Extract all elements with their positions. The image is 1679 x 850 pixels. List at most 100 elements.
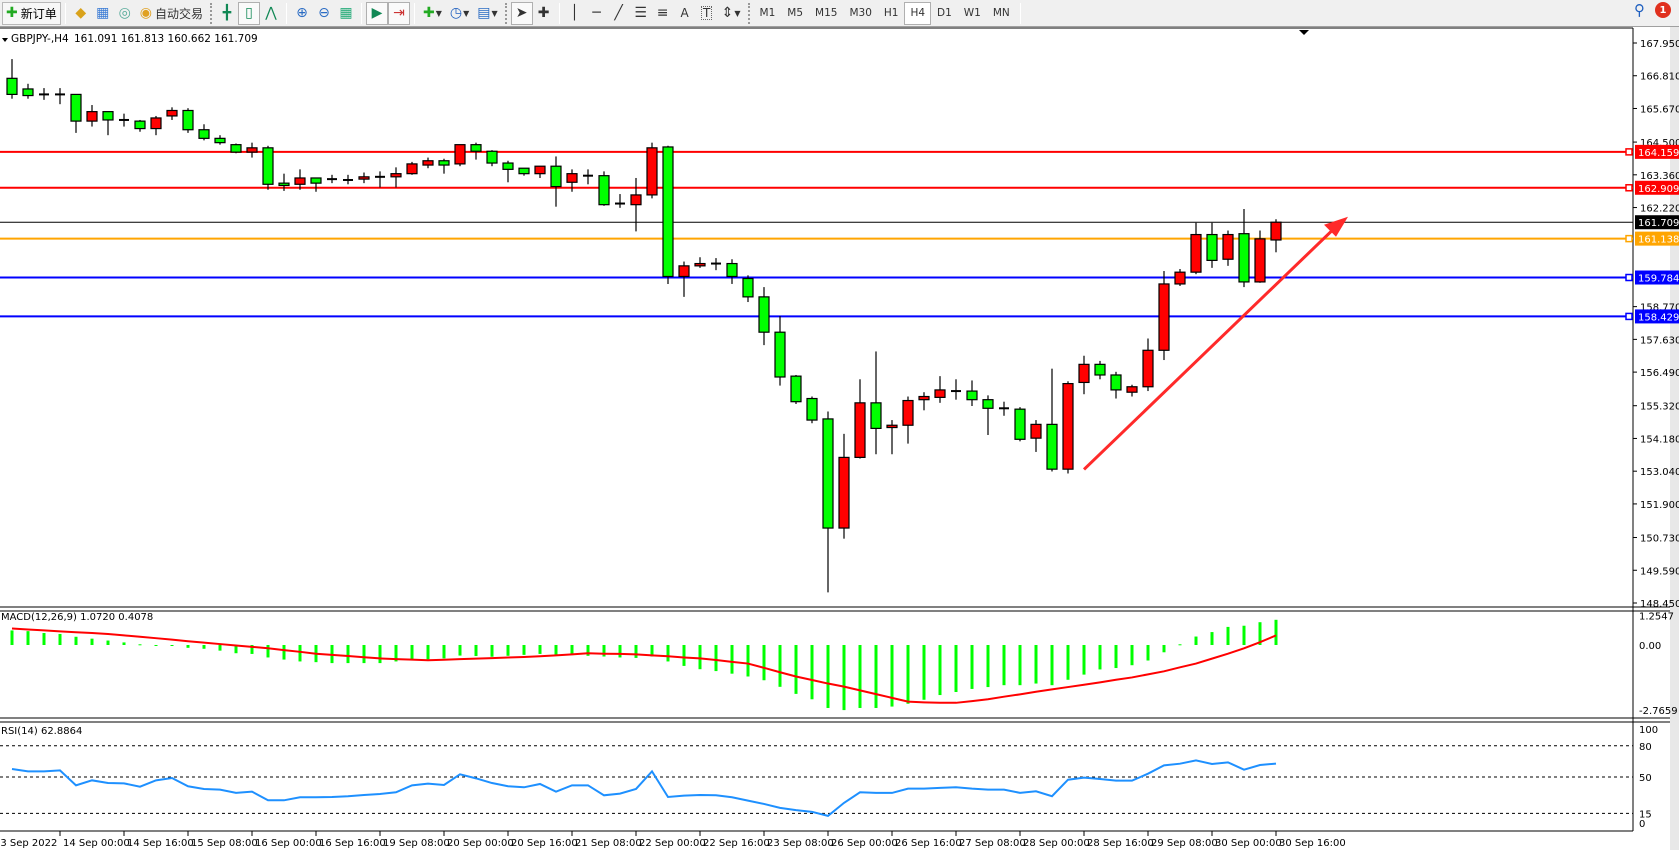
symbol-label: GBPJPY-,H4	[11, 33, 69, 45]
navigator-button[interactable]: ▦	[92, 2, 114, 25]
zoom-in-button[interactable]: ⊕	[291, 2, 313, 25]
chart-shift-marker[interactable]	[1299, 30, 1309, 35]
search-icon[interactable]: ⚲	[1634, 0, 1645, 19]
candlestick-button[interactable]: ▯	[237, 1, 260, 25]
text-label-button[interactable]: T	[696, 2, 718, 25]
zoom-in-icon: ⊕	[296, 5, 308, 21]
periods-button[interactable]: ◷ ▼	[446, 2, 473, 25]
level-handle[interactable]	[1625, 184, 1633, 192]
candle-bear	[774, 331, 786, 378]
vertical-line-button[interactable]: │	[564, 2, 586, 25]
chart-shift-button[interactable]: ⇥	[387, 1, 410, 25]
tile-windows-button[interactable]: ▦	[335, 2, 357, 25]
scrollbar[interactable]	[1670, 27, 1679, 850]
bar-chart-button[interactable]: ╋	[216, 2, 238, 25]
candle-bear	[262, 147, 274, 185]
chevron-down-icon: ▼	[734, 8, 741, 18]
symbol-menu-icon[interactable]	[2, 38, 8, 42]
new-order-button[interactable]: ✚ 新订单	[2, 1, 61, 25]
candle-bull	[1126, 386, 1138, 393]
horizontal-line-button[interactable]: ─	[586, 2, 608, 25]
timeframe-m30[interactable]: M30	[849, 7, 872, 19]
timeframe-d1[interactable]: D1	[937, 7, 952, 19]
level-handle[interactable]	[1625, 148, 1633, 156]
candle-bear	[1110, 374, 1122, 391]
macd-histogram-bar	[1274, 619, 1278, 645]
timeframe-w1[interactable]: W1	[963, 7, 981, 19]
auto-trading-button[interactable]: ◉ 自动交易	[136, 2, 207, 25]
rsi-label: RSI(14) 62.8864	[1, 726, 82, 737]
candle-bull	[838, 456, 850, 529]
macd-histogram-bar	[762, 645, 766, 681]
chart-window[interactable]: GBPJPY-,H4 161.091 161.813 160.662 161.70…	[0, 27, 1679, 850]
time-axis-label: 26 Sep 16:00	[895, 838, 962, 849]
candle-bear	[278, 182, 290, 187]
toolbar-grip[interactable]	[209, 2, 213, 24]
timeframe-h1[interactable]: H1	[883, 7, 899, 19]
fibonacci-button[interactable]: ≡	[652, 2, 674, 25]
price-axis-label: 157.630	[1640, 335, 1679, 346]
timeframe-h4[interactable]: H4	[904, 1, 932, 25]
toolbar-grip[interactable]	[504, 2, 508, 24]
templates-button[interactable]: ▤ ▼	[473, 2, 501, 25]
macd-histogram-bar	[730, 645, 734, 674]
candle-bull	[406, 163, 418, 175]
macd-histogram-bar	[266, 645, 270, 658]
macd-histogram-bar	[1210, 632, 1214, 645]
line-chart-button[interactable]: ⋀	[260, 2, 282, 25]
time-axis-label: 21 Sep 08:00	[575, 838, 642, 849]
candle-bull	[422, 160, 434, 166]
macd-histogram-bar	[186, 645, 190, 648]
candle-bull	[1190, 233, 1202, 273]
chevron-down-icon: ▼	[435, 8, 442, 18]
right-tools: ⚲ 1	[1634, 2, 1671, 18]
crosshair-button[interactable]: ✚	[533, 2, 555, 25]
macd-histogram-bar	[26, 631, 30, 645]
macd-histogram-bar	[586, 645, 590, 656]
market-watch-button[interactable]: ◆	[70, 2, 92, 25]
arrows-button[interactable]: ⇕ ▼	[718, 2, 745, 25]
timeframe-m15[interactable]: M15	[815, 7, 838, 19]
price-axis-label: 165.670	[1640, 104, 1679, 115]
macd-signal-line	[11, 627, 1277, 704]
notification-icon[interactable]: 1	[1655, 2, 1671, 18]
timeframe-m1[interactable]: M1	[759, 7, 776, 19]
candle-bear	[870, 402, 882, 429]
candle-bear	[1046, 423, 1058, 470]
indicators-button[interactable]: ✚ ▼	[419, 2, 446, 25]
macd-histogram-bar	[858, 645, 862, 708]
toolbar-grip[interactable]	[747, 2, 751, 24]
price-tag-label: 159.784	[1638, 274, 1679, 285]
equidistant-channel-button[interactable]: ☰	[630, 2, 652, 25]
auto-scroll-button[interactable]: ▶	[365, 1, 388, 25]
candle-bear	[1094, 363, 1106, 376]
cursor-button[interactable]: ➤	[510, 1, 533, 25]
macd-histogram-bar	[42, 633, 46, 645]
time-axis-label: 19 Sep 08:00	[383, 838, 450, 849]
crosshair-icon: ✚	[537, 5, 550, 21]
level-handle[interactable]	[1625, 273, 1633, 282]
timeframe-mn[interactable]: MN	[992, 7, 1010, 19]
trend-arrow-head[interactable]	[1324, 216, 1348, 237]
trend-arrow-line[interactable]	[1082, 225, 1338, 471]
candle-bull	[150, 117, 162, 130]
macd-histogram-bar	[522, 645, 526, 655]
zoom-out-button[interactable]: ⊖	[313, 2, 335, 25]
level-handle[interactable]	[1625, 312, 1633, 321]
price-tag	[1635, 180, 1679, 195]
candle-bull	[1158, 283, 1170, 351]
candle-bear	[966, 390, 978, 401]
candle-bear	[550, 165, 562, 188]
text-button[interactable]: A	[674, 2, 696, 25]
signals-button[interactable]: ◎	[114, 2, 136, 25]
price-tag-label: 161.138	[1638, 235, 1679, 246]
macd-histogram-bar	[426, 645, 430, 660]
timeframe-m5[interactable]: M5	[787, 7, 804, 19]
candle-bull	[246, 147, 258, 153]
zoom-out-icon: ⊖	[318, 5, 330, 21]
trendline-button[interactable]: ╱	[608, 2, 630, 25]
macd-histogram-bar	[810, 645, 814, 700]
price-axis-label: 150.730	[1640, 534, 1679, 545]
level-handle[interactable]	[1625, 234, 1633, 243]
macd-histogram-bar	[826, 645, 830, 708]
